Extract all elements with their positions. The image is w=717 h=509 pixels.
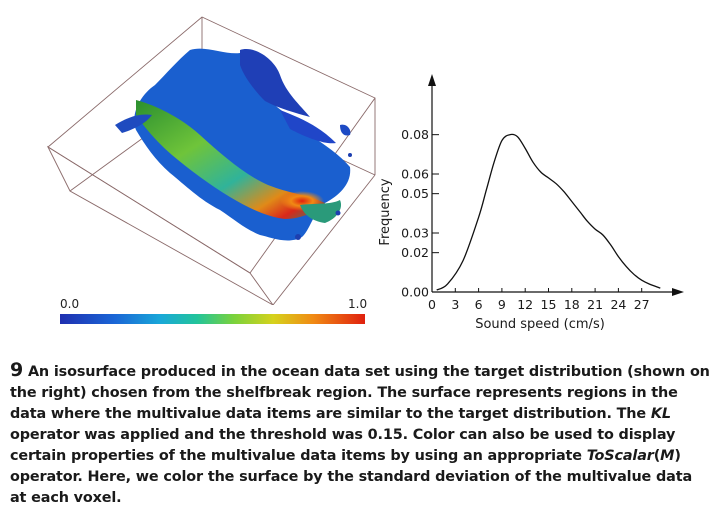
chart-axes xyxy=(428,74,684,296)
y-tick-label: 0.05 xyxy=(401,186,429,201)
y-tick-label: 0.08 xyxy=(401,127,429,142)
x-tick-label: 9 xyxy=(498,297,506,312)
colorbar: 0.0 1.0 xyxy=(60,297,370,337)
y-tick-label: 0.03 xyxy=(401,226,429,241)
x-tick-label: 24 xyxy=(610,297,626,312)
y-axis-arrow xyxy=(428,74,436,86)
figure: 0.0 1.0 0.00 0.02 0.03 0.05 0.06 0.08 0 3 6 9 12 1… xyxy=(46,16,684,337)
x-tick-label: 27 xyxy=(634,297,650,312)
x-ticks: 0 3 6 9 12 15 18 21 24 27 xyxy=(428,288,650,312)
caption-m: M xyxy=(660,448,675,464)
colorbar-gradient xyxy=(60,314,365,324)
caption-text-1: An isosurface produced in the ocean data… xyxy=(10,364,710,422)
y-axis-title: Frequency xyxy=(378,178,393,245)
isosurface xyxy=(115,48,352,241)
x-tick-label: 3 xyxy=(451,297,459,312)
y-tick-label: 0.00 xyxy=(401,285,429,300)
caption-toscalar: ToScalar xyxy=(586,448,654,464)
caption-kl: KL xyxy=(650,406,671,422)
x-tick-label: 12 xyxy=(517,297,533,312)
y-ticks: 0.00 0.02 0.03 0.05 0.06 0.08 xyxy=(401,127,439,300)
x-tick-label: 18 xyxy=(564,297,580,312)
isosurface-render xyxy=(46,16,376,305)
x-tick-label: 15 xyxy=(541,297,557,312)
x-axis-arrow xyxy=(672,288,684,296)
x-tick-label: 21 xyxy=(587,297,603,312)
x-axis-title: Sound speed (cm/s) xyxy=(475,317,605,332)
caption-text-2: operator was applied and the threshold w… xyxy=(10,427,676,464)
colorbar-max-label: 1.0 xyxy=(348,297,368,311)
x-tick-label: 6 xyxy=(475,297,483,312)
caption-text-3: ( xyxy=(653,448,661,464)
y-tick-label: 0.06 xyxy=(401,167,429,182)
distribution-curve xyxy=(436,133,661,291)
x-tick-label: 0 xyxy=(428,297,436,312)
figure-number: 9 xyxy=(10,359,24,381)
colorbar-min-label: 0.0 xyxy=(60,297,80,311)
frequency-chart: 0.00 0.02 0.03 0.05 0.06 0.08 0 3 6 9 12 15 18 21 24 2… xyxy=(378,74,684,332)
figure-caption: 9 An isosurface produced in the ocean da… xyxy=(10,360,710,509)
y-tick-label: 0.02 xyxy=(401,245,429,260)
